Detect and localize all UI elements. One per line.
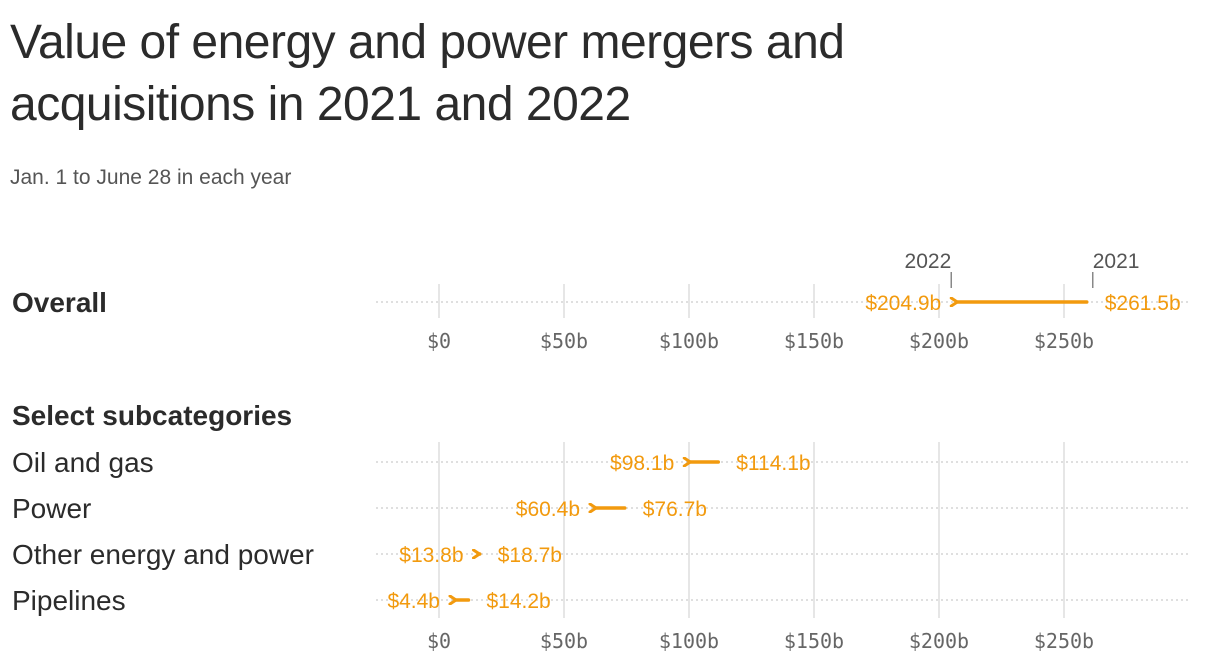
chart-title: Value of energy and power mergers and ac…	[10, 16, 845, 131]
value-label-2021: $261.5b	[1105, 292, 1181, 315]
value-label-2022: $4.4b	[387, 590, 440, 613]
value-label-2022: $13.8b	[399, 544, 463, 567]
value-label-2021: $18.7b	[498, 544, 562, 567]
x-tick-label: $50b	[540, 329, 588, 353]
x-tick-label: $100b	[659, 629, 719, 653]
value-label-2022: $60.4b	[516, 498, 580, 521]
row-label: Pipelines	[12, 585, 126, 616]
value-label-2021: $76.7b	[643, 498, 707, 521]
row-label: Power	[12, 493, 91, 524]
x-tick-label: $150b	[784, 329, 844, 353]
value-label-2022: $204.9b	[865, 292, 941, 315]
x-tick-label: $0	[427, 329, 451, 353]
x-tick-label: $250b	[1034, 329, 1094, 353]
row-label: Overall	[12, 287, 107, 318]
x-tick-label: $150b	[784, 629, 844, 653]
value-label-2021: $114.1b	[736, 452, 810, 475]
series-label-2022: 2022	[905, 250, 952, 273]
value-label-2021: $14.2b	[487, 590, 551, 613]
chart-subtitle: Jan. 1 to June 28 in each year	[10, 166, 292, 189]
row-label: Oil and gas	[12, 447, 154, 478]
x-tick-label: $50b	[540, 629, 588, 653]
x-tick-label: $250b	[1034, 629, 1094, 653]
value-label-2022: $98.1b	[610, 452, 674, 475]
x-tick-label: $200b	[909, 629, 969, 653]
x-tick-label: $100b	[659, 329, 719, 353]
x-tick-label: $200b	[909, 329, 969, 353]
x-tick-label: $0	[427, 629, 451, 653]
row-label: Other energy and power	[12, 539, 314, 570]
subcategory-heading: Select subcategories	[12, 400, 292, 431]
series-label-2021: 2021	[1093, 250, 1140, 273]
